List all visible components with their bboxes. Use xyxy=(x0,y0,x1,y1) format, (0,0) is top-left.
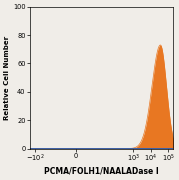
X-axis label: PCMA/FOLH1/NAALADase I: PCMA/FOLH1/NAALADase I xyxy=(44,167,159,176)
Y-axis label: Relative Cell Number: Relative Cell Number xyxy=(4,36,10,120)
